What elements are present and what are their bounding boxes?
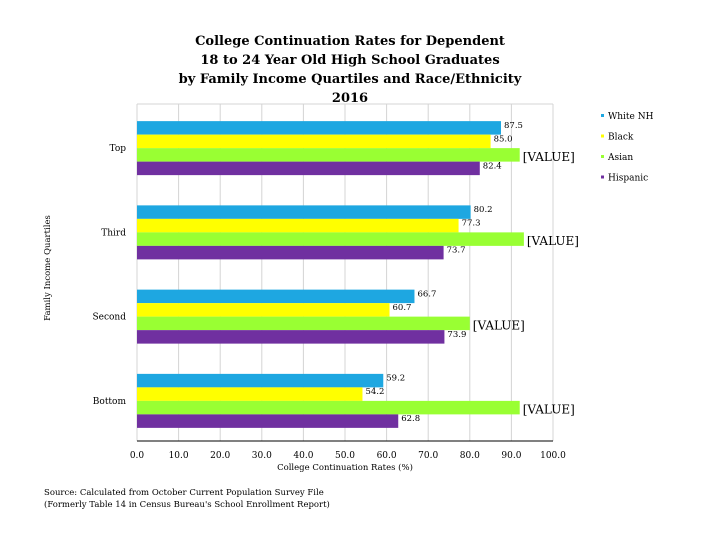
bar — [137, 161, 480, 176]
x-tick-label: 40.0 — [293, 451, 313, 461]
chart-title-line: 2016 — [331, 91, 369, 106]
bar-data-label: 73.7 — [447, 246, 466, 256]
x-tick-label: 60.0 — [377, 451, 397, 461]
x-axis-title: College Continuation Rates (%) — [277, 462, 413, 473]
bar-data-label: 66.7 — [417, 289, 436, 299]
x-tick-label: 90.0 — [501, 451, 521, 461]
chart-title-line: College Continuation Rates for Dependent — [195, 34, 505, 49]
bar — [137, 218, 459, 233]
bar-data-label: 73.9 — [447, 330, 466, 340]
y-category-label: Third — [101, 228, 126, 238]
x-tick-label: 100.0 — [540, 451, 566, 461]
x-tick-label: 80.0 — [460, 451, 480, 461]
bar-data-label: 62.8 — [401, 414, 420, 424]
bar-data-label: [VALUE] — [473, 318, 525, 332]
legend-swatch — [601, 175, 604, 179]
bar — [137, 205, 471, 219]
legend-label: White NH — [608, 112, 654, 122]
x-tick-label: 10.0 — [169, 451, 189, 461]
bar-data-label: [VALUE] — [527, 234, 579, 248]
chart-title-line: by Family Income Quartiles and Race/Ethn… — [178, 72, 522, 87]
legend-label: Hispanic — [608, 174, 648, 184]
y-category-label: Second — [92, 313, 126, 323]
legend-label: Asian — [607, 153, 633, 163]
y-category-label: Bottom — [93, 397, 127, 407]
bar-data-label: [VALUE] — [523, 150, 575, 164]
x-tick-label: 30.0 — [252, 451, 272, 461]
bar-data-label: 85.0 — [494, 134, 513, 144]
bar — [137, 373, 384, 388]
bar — [137, 148, 520, 162]
bar-data-label: [VALUE] — [523, 403, 575, 417]
bar — [137, 414, 399, 428]
chart-title: College Continuation Rates for Dependent… — [150, 32, 550, 108]
x-tick-label: 70.0 — [418, 451, 438, 461]
legend-label: Black — [608, 133, 634, 143]
x-tick-label: 0.0 — [130, 451, 145, 461]
bar — [137, 330, 445, 344]
bar-data-label: 87.5 — [504, 121, 523, 131]
source-note: Source: Calculated from October Current … — [44, 487, 330, 511]
bar-data-label: 60.7 — [393, 303, 412, 313]
bar — [137, 316, 470, 331]
source-line: (Formerly Table 14 in Census Bureau's Sc… — [44, 500, 330, 510]
bar-data-label: 82.4 — [483, 161, 502, 171]
x-tick-label: 20.0 — [210, 451, 230, 461]
y-category-label: Top — [110, 144, 127, 154]
bar — [137, 232, 524, 246]
chart-title-line: 18 to 24 Year Old High School Graduates — [200, 53, 500, 68]
bar — [137, 303, 390, 317]
x-tick-label: 50.0 — [335, 451, 355, 461]
bar-data-label: 77.3 — [462, 219, 481, 229]
bar — [137, 245, 444, 260]
bar — [137, 289, 415, 304]
legend-swatch — [601, 114, 604, 117]
bar-data-label: 54.2 — [365, 387, 384, 397]
legend-swatch — [601, 134, 604, 138]
bar — [137, 387, 363, 401]
legend-swatch — [601, 155, 604, 158]
y-axis-title: Family Income Quartiles — [43, 215, 53, 321]
bar-data-label: 80.2 — [474, 205, 493, 215]
bar — [137, 400, 520, 415]
bar-data-label: 59.2 — [386, 374, 405, 384]
source-line: Source: Calculated from October Current … — [44, 488, 324, 498]
bar — [137, 121, 501, 135]
bar — [137, 134, 491, 149]
